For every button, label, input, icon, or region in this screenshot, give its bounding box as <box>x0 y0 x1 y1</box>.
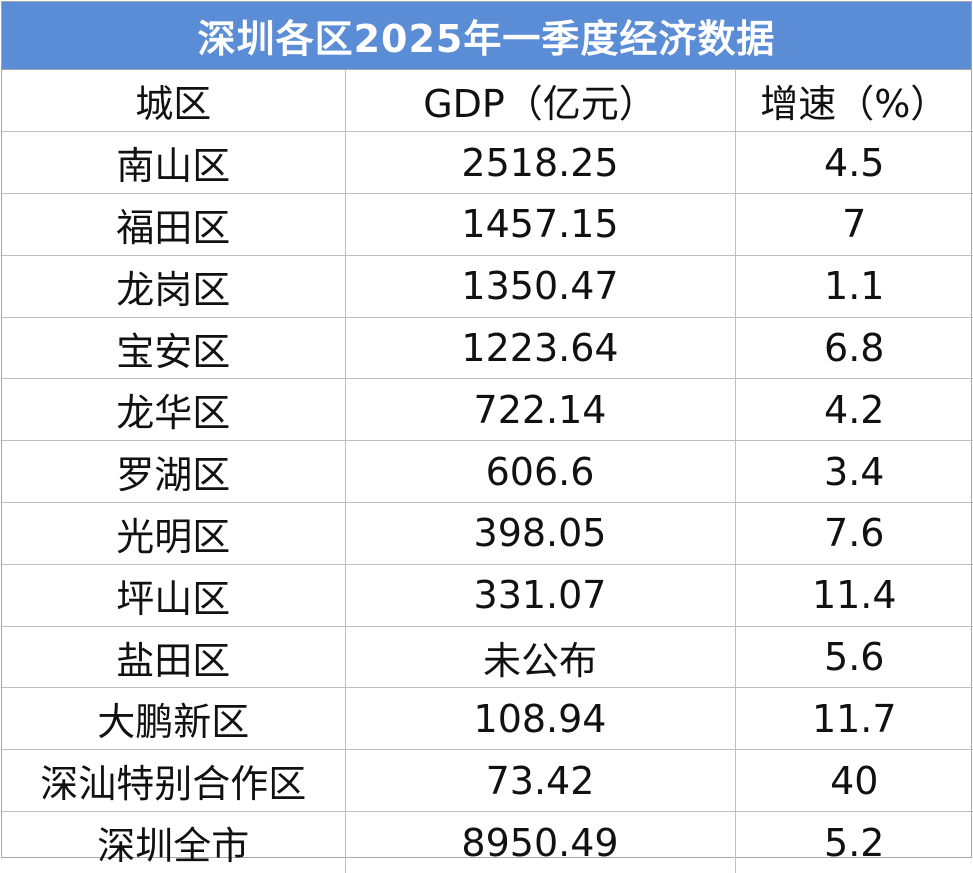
district-cell: 龙华区 <box>2 378 346 442</box>
table-row: 福田区 1457.15 7 <box>2 193 973 256</box>
header-growth: 增速（%） <box>734 70 973 133</box>
district-cell: 大鹏新区 <box>2 687 346 751</box>
table-row: 龙岗区 1350.47 1.1 <box>2 254 973 318</box>
district-cell: 南山区 <box>2 131 346 195</box>
growth-cell: 11.7 <box>734 687 973 751</box>
growth-cell: 40 <box>734 749 973 813</box>
gdp-cell: 1457.15 <box>344 193 736 256</box>
table-row: 坪山区 331.07 11.4 <box>2 563 973 627</box>
district-cell: 盐田区 <box>2 625 346 689</box>
gdp-cell: 未公布 <box>344 625 736 689</box>
district-cell: 福田区 <box>2 193 346 256</box>
growth-cell: 5.6 <box>734 625 973 689</box>
table-row: 宝安区 1223.64 6.8 <box>2 316 973 380</box>
gdp-cell: 722.14 <box>344 378 736 442</box>
table-title: 深圳各区2025年一季度经济数据 <box>2 2 971 70</box>
district-cell: 龙岗区 <box>2 254 346 318</box>
district-cell: 宝安区 <box>2 316 346 380</box>
gdp-cell: 8950.49 <box>344 811 736 873</box>
table-row: 罗湖区 606.6 3.4 <box>2 440 973 504</box>
gdp-cell: 2518.25 <box>344 131 736 195</box>
growth-cell: 6.8 <box>734 316 973 380</box>
growth-cell: 4.2 <box>734 378 973 442</box>
gdp-cell: 1223.64 <box>344 316 736 380</box>
table-row: 龙华区 722.14 4.2 <box>2 378 973 442</box>
gdp-cell: 398.05 <box>344 502 736 565</box>
table-row: 深汕特别合作区 73.42 40 <box>2 749 973 813</box>
table-row-total: 深圳全市 8950.49 5.2 <box>2 811 973 873</box>
district-cell: 坪山区 <box>2 563 346 627</box>
header-row: 城区 GDP（亿元） 增速（%） <box>2 70 973 133</box>
growth-cell: 3.4 <box>734 440 973 504</box>
growth-cell: 5.2 <box>734 811 973 873</box>
header-gdp: GDP（亿元） <box>344 70 736 133</box>
gdp-table: 城区 GDP（亿元） 增速（%） 南山区 2518.25 4.5 福田区 145… <box>2 70 973 873</box>
district-cell: 光明区 <box>2 502 346 565</box>
district-cell: 深汕特别合作区 <box>2 749 346 813</box>
table-row: 盐田区 未公布 5.6 <box>2 625 973 689</box>
growth-cell: 11.4 <box>734 563 973 627</box>
growth-cell: 1.1 <box>734 254 973 318</box>
gdp-cell: 108.94 <box>344 687 736 751</box>
table-row: 光明区 398.05 7.6 <box>2 502 973 565</box>
header-district: 城区 <box>2 70 346 133</box>
growth-cell: 4.5 <box>734 131 973 195</box>
growth-cell: 7 <box>734 193 973 256</box>
table-row: 大鹏新区 108.94 11.7 <box>2 687 973 751</box>
gdp-cell: 331.07 <box>344 563 736 627</box>
district-cell: 罗湖区 <box>2 440 346 504</box>
gdp-cell: 606.6 <box>344 440 736 504</box>
gdp-cell: 73.42 <box>344 749 736 813</box>
table-row: 南山区 2518.25 4.5 <box>2 131 973 195</box>
gdp-cell: 1350.47 <box>344 254 736 318</box>
district-cell: 深圳全市 <box>2 811 346 873</box>
growth-cell: 7.6 <box>734 502 973 565</box>
